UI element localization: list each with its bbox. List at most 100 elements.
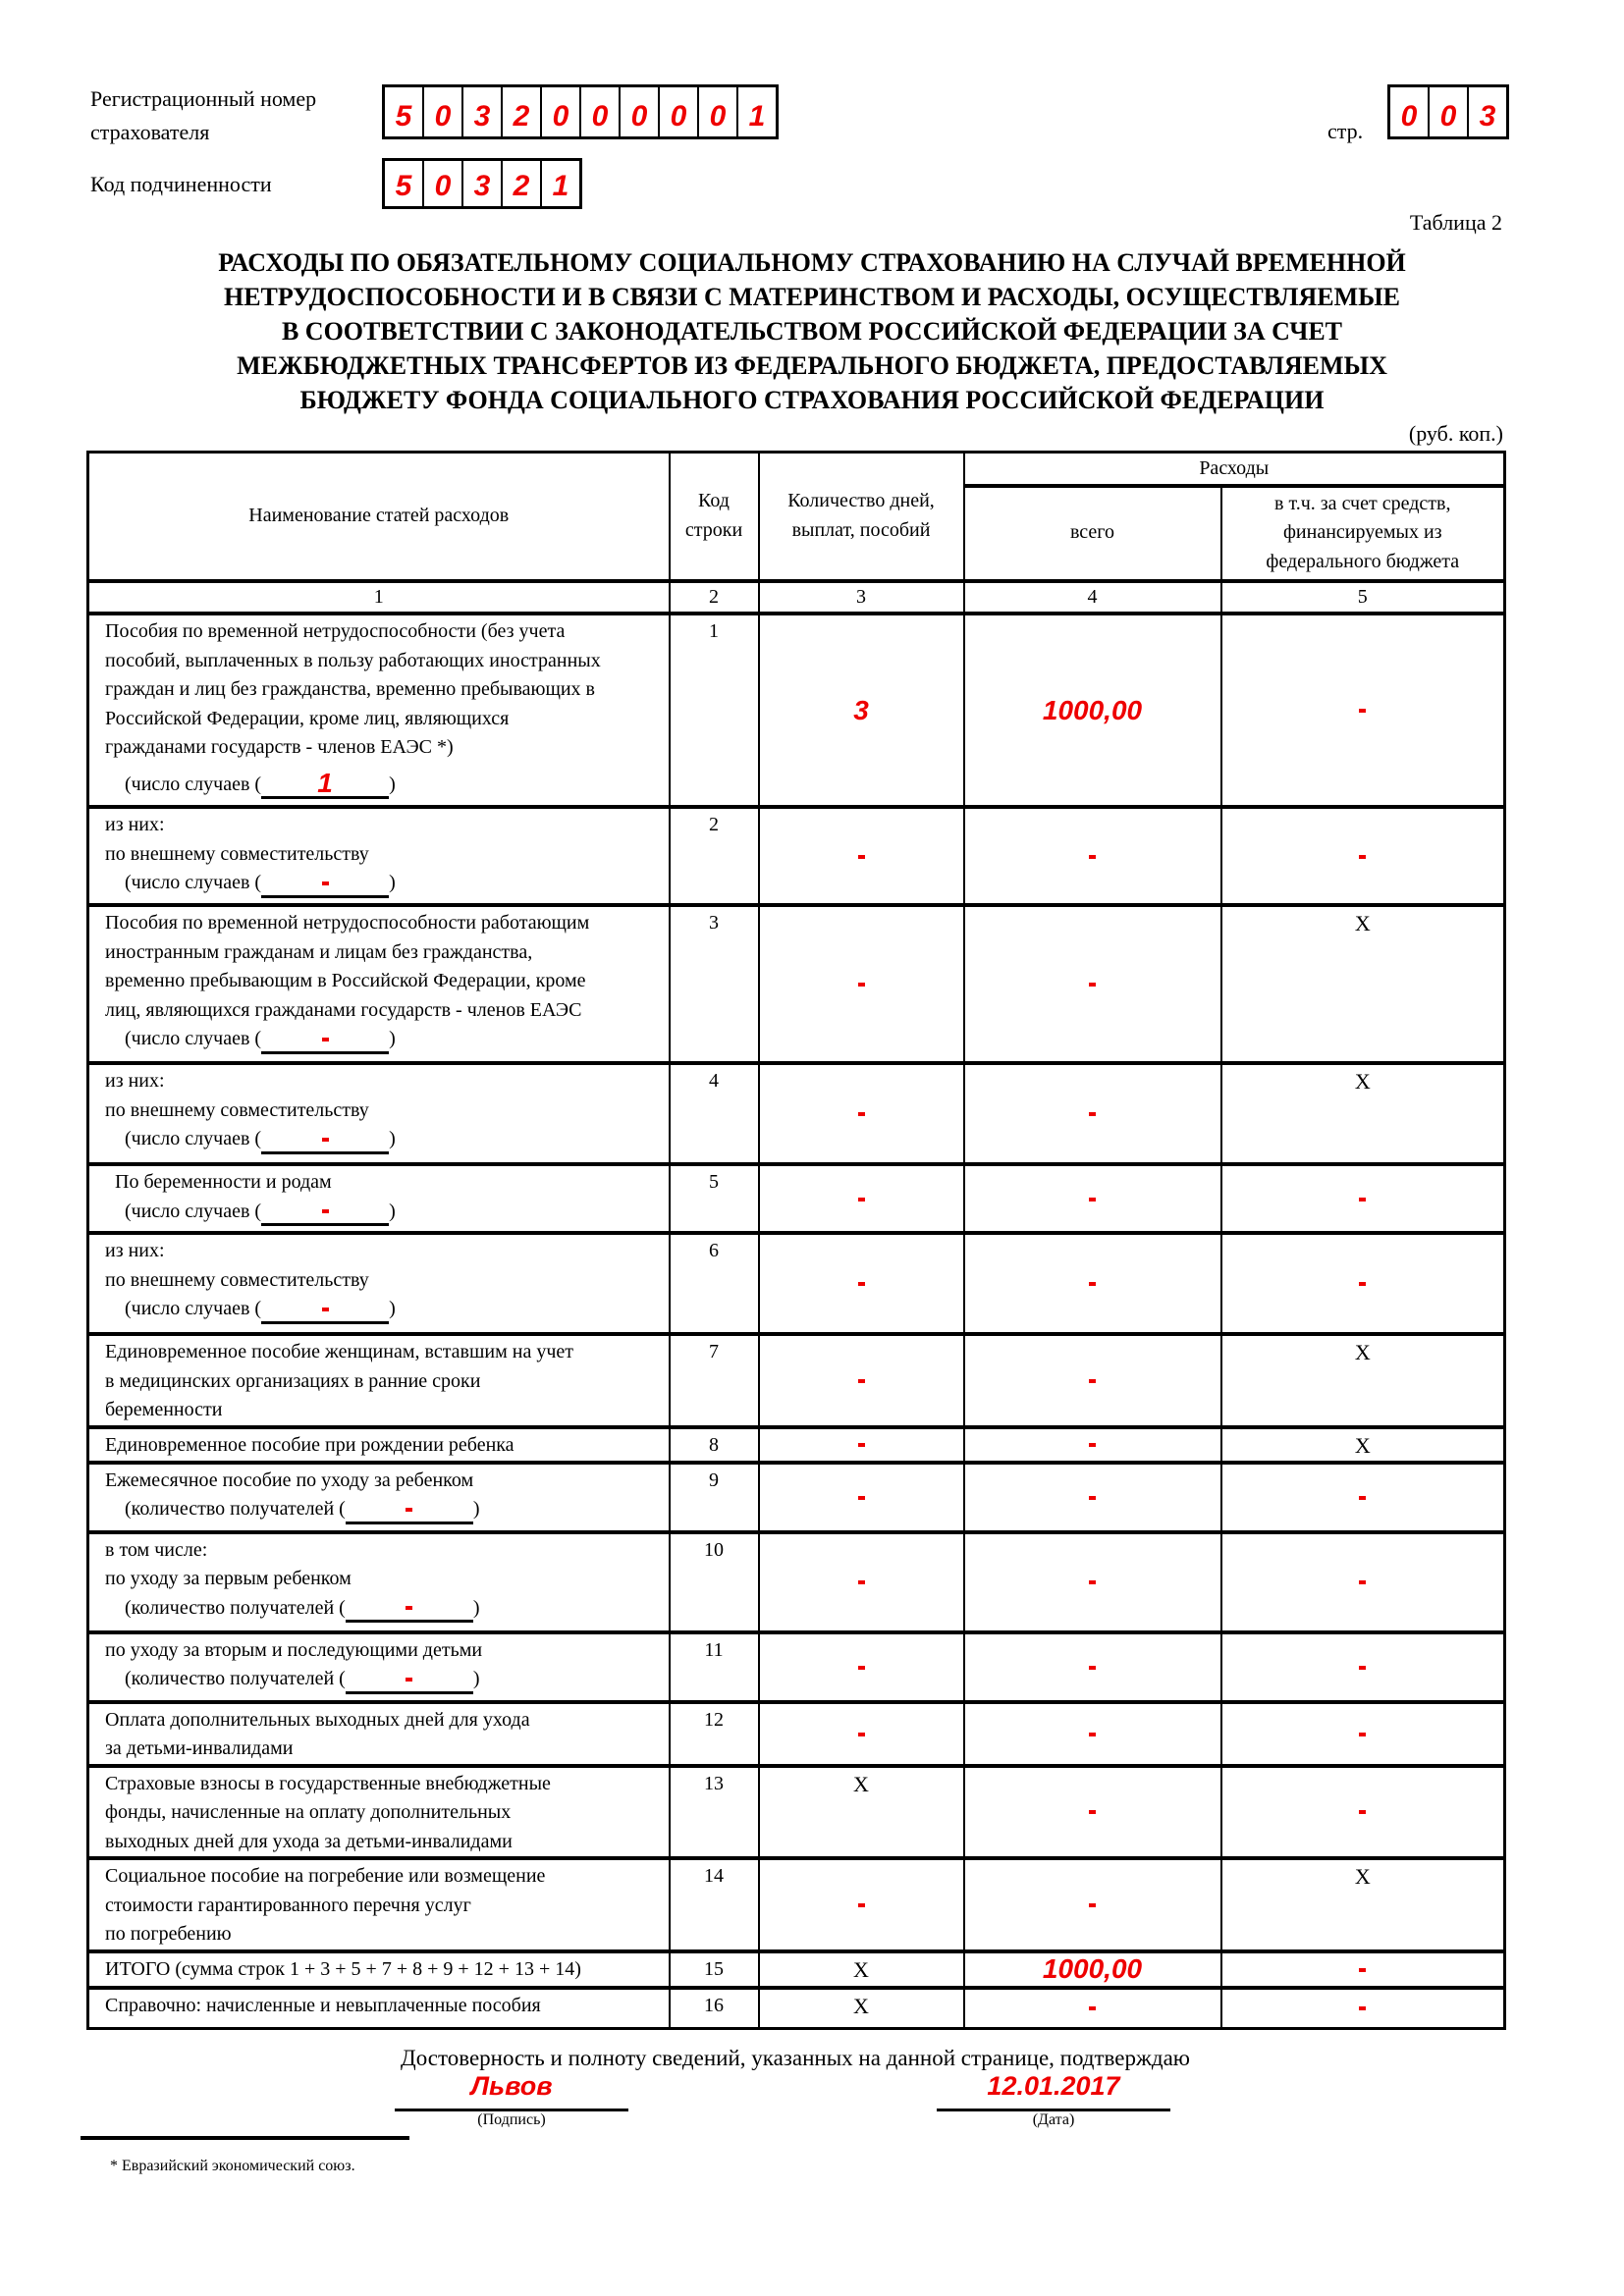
digit-cell[interactable]: 0 <box>1430 87 1469 136</box>
value-cell[interactable] <box>1219 1460 1506 1533</box>
value-cell[interactable] <box>757 903 965 1064</box>
value-cell[interactable] <box>962 1985 1222 2030</box>
value-cell[interactable] <box>962 1460 1222 1533</box>
value-cell[interactable] <box>1219 1949 1506 1989</box>
cases-line: (количество получателей () <box>105 1594 665 1623</box>
value-cell[interactable] <box>962 903 1222 1064</box>
digit-cell[interactable]: 3 <box>1479 100 1496 133</box>
value-cell[interactable] <box>1219 1162 1506 1234</box>
value-cell[interactable] <box>757 1699 965 1767</box>
digit-cell[interactable]: 0 <box>1390 87 1430 136</box>
value-cell[interactable] <box>962 1424 1222 1464</box>
value-cell[interactable] <box>962 1699 1222 1767</box>
value-cell[interactable] <box>1219 805 1506 906</box>
value-cell[interactable] <box>1219 1763 1506 1859</box>
table-row: из них: по внешнему совместительству (числ… <box>86 1231 1506 1335</box>
header-code-line: строки <box>684 518 743 541</box>
item-name-line: граждан и лиц без гражданства, временно … <box>105 678 596 700</box>
digit-cell[interactable]: 5 <box>385 87 424 136</box>
digit-cell[interactable]: 3 <box>463 161 503 206</box>
value-cell[interactable] <box>757 1061 965 1165</box>
empty-dash <box>857 983 865 988</box>
value-cell[interactable] <box>1219 612 1506 808</box>
cases-label: (число случаев ( <box>125 1128 262 1149</box>
cases-field[interactable] <box>261 1198 390 1226</box>
item-name-line: по внешнему совместительству <box>105 842 369 865</box>
row-code: 13 <box>668 1763 760 1859</box>
cases-field[interactable]: 1 <box>261 768 390 799</box>
cases-field[interactable] <box>345 1666 473 1694</box>
value-cell[interactable] <box>757 805 965 906</box>
value-cell[interactable] <box>962 1629 1222 1703</box>
signature-value[interactable]: Львов <box>395 2071 628 2111</box>
digit-cell[interactable]: 3 <box>463 87 503 136</box>
value-cell[interactable] <box>1219 1231 1506 1335</box>
value-cell[interactable] <box>962 1231 1222 1335</box>
value-cell[interactable] <box>962 1763 1222 1859</box>
value-cell[interactable] <box>757 1162 965 1234</box>
title-line: РАСХОДЫ ПО ОБЯЗАТЕЛЬНОМУ СОЦИАЛЬНОМУ СТР… <box>218 248 1406 277</box>
value-cell[interactable]: 1000,00 <box>962 612 1222 808</box>
date-label: (Дата) <box>1032 2111 1075 2128</box>
table-row: по уходу за вторым и последующими детьми… <box>86 1629 1506 1703</box>
value-cell[interactable]: 3 <box>757 612 965 808</box>
value-cell[interactable] <box>757 1460 965 1533</box>
cases-close: ) <box>389 1298 396 1319</box>
empty-dash <box>1089 1443 1096 1448</box>
digit-cell[interactable]: 5 <box>385 161 424 206</box>
value-cell[interactable] <box>962 1162 1222 1234</box>
cases-field[interactable] <box>261 1296 390 1324</box>
digit-cell[interactable]: 2 <box>503 161 542 206</box>
value-cell[interactable] <box>1219 1629 1506 1703</box>
cases-field[interactable] <box>345 1594 473 1623</box>
row-code: 14 <box>668 1856 760 1952</box>
cases-field[interactable] <box>261 1126 390 1154</box>
digit-cell[interactable]: 1 <box>748 100 766 133</box>
value-cell[interactable] <box>1219 1985 1506 2030</box>
footnote-divider <box>81 2136 409 2140</box>
cases-label: (количество получателей ( <box>125 1596 346 1619</box>
value-cell[interactable] <box>962 1856 1222 1952</box>
digit-cell[interactable]: 0 <box>621 87 660 136</box>
cases-value: 1 <box>317 768 333 798</box>
date-value[interactable]: 12.01.2017 <box>937 2071 1170 2111</box>
empty-dash <box>1089 1112 1096 1117</box>
cases-field[interactable] <box>261 1026 390 1054</box>
cases-line: (число случаев () <box>105 1198 665 1226</box>
column-number: 5 <box>1219 578 1506 614</box>
value-cell[interactable] <box>757 1856 965 1952</box>
row-code: 1 <box>668 612 760 808</box>
digit-cell[interactable]: 0 <box>424 161 463 206</box>
digit-cell[interactable]: 0 <box>699 87 738 136</box>
digit-cell[interactable]: 1 <box>552 170 569 202</box>
digit-cell[interactable]: 0 <box>424 87 463 136</box>
value-cell[interactable] <box>962 1061 1222 1165</box>
digit-cell[interactable]: 0 <box>581 87 621 136</box>
value-cell[interactable] <box>962 1332 1222 1428</box>
empty-dash <box>321 1137 329 1142</box>
cases-field[interactable] <box>345 1496 473 1524</box>
value-cell[interactable] <box>757 1332 965 1428</box>
item-name-line: по погребению <box>105 1923 232 1945</box>
value-cell[interactable] <box>962 1529 1222 1633</box>
value-cell[interactable] <box>757 1629 965 1703</box>
item-name: Пособия по временной нетрудоспособности … <box>86 903 671 1064</box>
value-cell[interactable]: 1000,00 <box>962 1949 1222 1989</box>
value-cell[interactable] <box>1219 1529 1506 1633</box>
value-cell[interactable] <box>962 805 1222 906</box>
item-name: По беременности и родам (число случаев () <box>86 1162 671 1234</box>
cases-field[interactable] <box>261 870 390 898</box>
digit-cell[interactable]: 0 <box>660 87 699 136</box>
empty-dash <box>1089 1197 1096 1201</box>
value-cell[interactable] <box>757 1529 965 1633</box>
digit-cell[interactable]: 0 <box>542 87 581 136</box>
not-applicable-cell: X <box>1219 903 1506 1064</box>
value-cell[interactable] <box>757 1424 965 1464</box>
header-code: Код строки <box>668 452 760 582</box>
value-cell[interactable] <box>757 1231 965 1335</box>
digit-cell[interactable]: 2 <box>503 87 542 136</box>
value-cell[interactable] <box>1219 1699 1506 1767</box>
